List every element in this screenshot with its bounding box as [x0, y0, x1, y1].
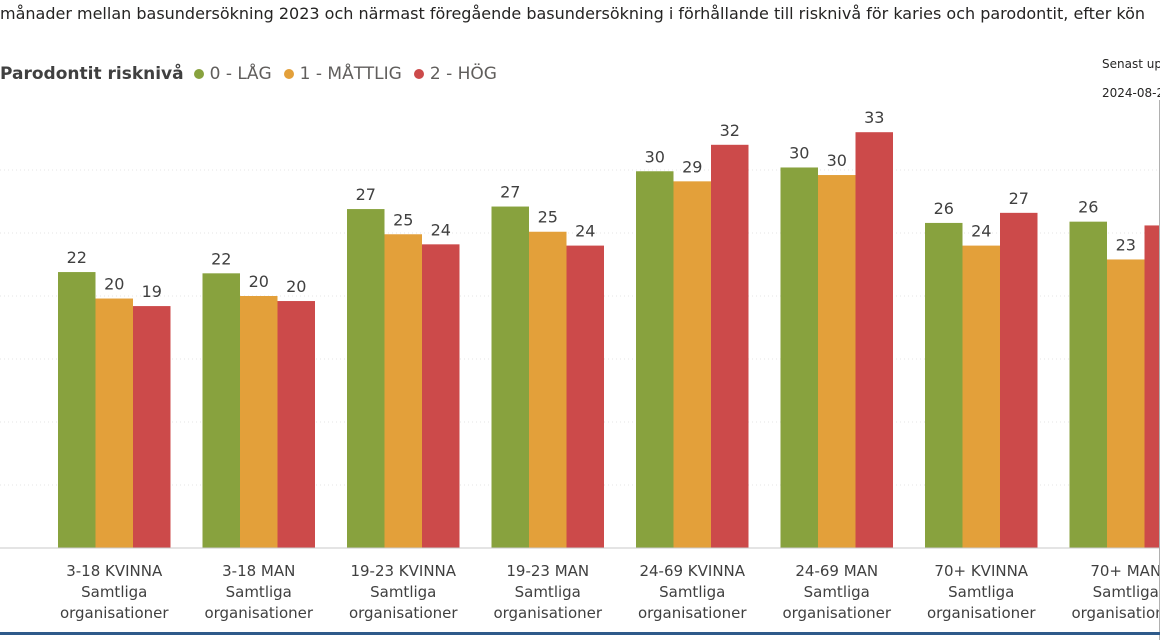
data-label: 20: [249, 272, 269, 291]
bar[interactable]: [202, 273, 241, 548]
legend-item-hog[interactable]: 2 - HÖG: [413, 64, 497, 84]
category-label: Samtliga: [370, 583, 436, 601]
bar[interactable]: [347, 209, 385, 548]
category-label: Samtliga: [659, 583, 725, 601]
data-label: 24: [971, 222, 991, 241]
data-label: 22: [211, 249, 231, 268]
legend-item-mattlig[interactable]: 1 - MÅTTLIG: [283, 64, 402, 84]
category-label: 24-69 KVINNA: [639, 562, 745, 580]
category-label: Samtliga: [948, 583, 1014, 601]
category-label: organisationer: [782, 604, 891, 622]
legend-label: 1 - MÅTTLIG: [299, 64, 402, 84]
bar[interactable]: [422, 244, 460, 548]
bar[interactable]: [780, 167, 819, 549]
category-label: 70+ MAN: [1090, 562, 1160, 580]
bar[interactable]: [491, 206, 530, 549]
data-label: 30: [827, 151, 847, 170]
category-label: organisationer: [638, 604, 747, 622]
bar[interactable]: [925, 222, 963, 549]
data-label: 26: [1078, 198, 1098, 217]
data-label: 25: [393, 210, 413, 229]
data-label: 22: [67, 248, 87, 267]
data-label: 23: [1116, 235, 1136, 254]
bars: [58, 132, 1160, 549]
category-labels: 3-18 KVINNA Samtliga organisationer 3-18 MA…: [60, 562, 1160, 622]
bar[interactable]: [1000, 212, 1038, 548]
category-label: Samtliga: [226, 583, 292, 601]
bar[interactable]: [277, 301, 316, 548]
category-label: 3-18 MAN: [222, 562, 295, 580]
data-label: 30: [789, 143, 809, 162]
bar[interactable]: [384, 234, 423, 548]
data-label: 27: [500, 183, 520, 202]
bar[interactable]: [855, 132, 894, 548]
bar[interactable]: [636, 171, 674, 548]
category-label: organisationer: [1071, 604, 1160, 622]
data-label: 19: [142, 282, 162, 301]
category-label: Samtliga: [515, 583, 581, 601]
bar[interactable]: [1107, 259, 1145, 548]
category-label: organisationer: [60, 604, 169, 622]
legend-title: Parodontit risknivå: [0, 64, 184, 84]
legend-label: 0 - LÅG: [209, 64, 272, 84]
legend-dot-icon: [193, 69, 204, 79]
bar[interactable]: [529, 231, 567, 549]
category-label: organisationer: [204, 604, 313, 622]
bar[interactable]: [962, 245, 1001, 548]
data-label: 29: [682, 157, 702, 176]
legend-item-lag[interactable]: 0 - LÅG: [193, 64, 272, 84]
category-label: organisationer: [493, 604, 602, 622]
last-updated-label: Senast up: [1102, 57, 1160, 71]
category-label: 19-23 KVINNA: [350, 562, 456, 580]
legend: Parodontit risknivå 0 - LÅG 1 - MÅTTLIG …: [0, 64, 509, 84]
data-label: 26: [934, 199, 954, 218]
category-label: 3-18 KVINNA: [66, 562, 163, 580]
category-label: 24-69 MAN: [795, 562, 878, 580]
data-label: 25: [538, 208, 558, 227]
data-label: 30: [645, 147, 665, 166]
bar[interactable]: [58, 272, 96, 548]
legend-label: 2 - HÖG: [429, 64, 497, 84]
data-label: 20: [104, 275, 124, 294]
data-labels: 22 20 19 22 20 20 27 25 24 27 25 24 30 29 32 30 30 33 26 24…: [67, 108, 1160, 301]
bar[interactable]: [1144, 225, 1160, 548]
category-label: organisationer: [927, 604, 1036, 622]
bar[interactable]: [133, 306, 171, 548]
bar[interactable]: [95, 298, 134, 548]
data-label: 27: [1009, 189, 1029, 208]
legend-dot-icon: [283, 69, 294, 79]
bar[interactable]: [673, 181, 712, 548]
category-label: Samtliga: [81, 583, 147, 601]
category-label: organisationer: [349, 604, 458, 622]
last-updated-date: 2024-08-2: [1102, 86, 1160, 100]
data-label: 33: [864, 108, 884, 127]
category-label: 70+ KVINNA: [934, 562, 1028, 580]
bar[interactable]: [1069, 221, 1108, 548]
data-label: 24: [575, 222, 595, 241]
data-label: 27: [356, 185, 376, 204]
data-label: 20: [286, 277, 306, 296]
chart-title: månader mellan basundersökning 2023 och …: [0, 4, 1146, 23]
legend-dot-icon: [413, 69, 424, 79]
bar[interactable]: [240, 296, 278, 548]
bar[interactable]: [711, 144, 749, 549]
bottom-border: [0, 632, 1160, 635]
category-label: Samtliga: [804, 583, 870, 601]
data-label: 24: [431, 220, 451, 239]
bar[interactable]: [818, 175, 856, 549]
bar[interactable]: [566, 245, 605, 548]
category-label: 19-23 MAN: [506, 562, 589, 580]
data-label: 32: [720, 121, 740, 140]
category-label: Samtliga: [1093, 583, 1159, 601]
